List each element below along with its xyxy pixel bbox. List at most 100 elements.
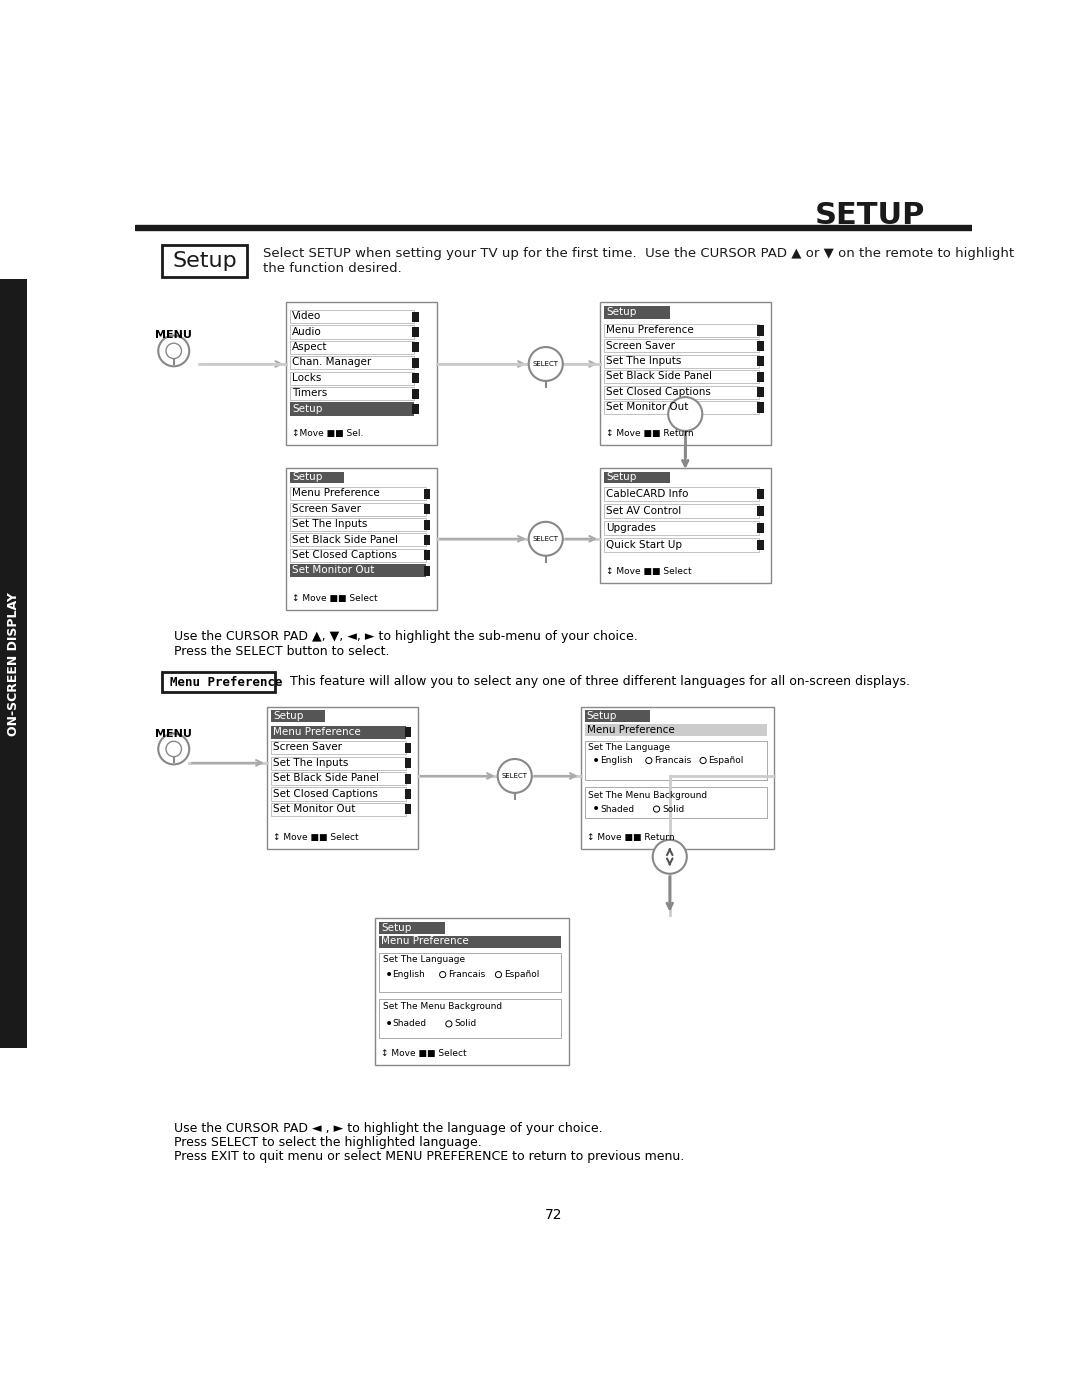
Text: •: • — [592, 802, 600, 816]
Bar — [291, 503, 426, 515]
Text: MENU: MENU — [156, 729, 192, 739]
Circle shape — [653, 806, 660, 812]
Circle shape — [159, 733, 189, 764]
Text: Set Black Side Panel: Set Black Side Panel — [606, 372, 712, 381]
Bar — [405, 759, 410, 768]
Text: Set Monitor Out: Set Monitor Out — [273, 805, 355, 814]
Bar — [291, 310, 414, 323]
Text: •: • — [384, 968, 393, 982]
Text: Set AV Control: Set AV Control — [606, 506, 681, 515]
Text: Menu Preference: Menu Preference — [293, 489, 380, 499]
Bar — [271, 711, 325, 722]
Bar — [584, 711, 650, 722]
Bar — [379, 936, 562, 947]
Bar — [757, 341, 764, 351]
Bar — [291, 372, 414, 384]
Circle shape — [652, 840, 687, 873]
Text: Set Closed Captions: Set Closed Captions — [293, 550, 397, 560]
Bar — [413, 358, 419, 367]
Text: Video: Video — [293, 312, 322, 321]
Circle shape — [166, 344, 181, 359]
Text: Español: Español — [708, 756, 744, 766]
Bar — [291, 341, 414, 353]
Text: CableCARD Info: CableCARD Info — [606, 489, 689, 499]
Bar — [405, 789, 410, 799]
Bar — [413, 312, 419, 321]
Bar — [757, 372, 764, 381]
Bar — [604, 488, 759, 502]
Bar — [291, 564, 426, 577]
Bar — [291, 326, 414, 338]
Bar — [757, 539, 764, 549]
Bar — [271, 773, 406, 785]
Bar — [379, 953, 562, 992]
Bar — [584, 742, 767, 780]
Text: Use the CURSOR PAD ▲, ▼, ◄, ► to highlight the sub-menu of your choice.
Press th: Use the CURSOR PAD ▲, ▼, ◄, ► to highlig… — [174, 630, 637, 658]
Text: Setup: Setup — [293, 472, 323, 482]
Text: ↕ Move ■■ Return: ↕ Move ■■ Return — [606, 429, 693, 437]
Text: Set The Language: Set The Language — [589, 743, 671, 752]
Circle shape — [646, 757, 652, 764]
Text: •: • — [384, 1017, 393, 1031]
Bar — [413, 404, 419, 414]
Text: 72: 72 — [544, 1208, 563, 1222]
Text: English: English — [392, 970, 426, 979]
Bar — [405, 728, 410, 738]
Text: Menu Preference: Menu Preference — [170, 676, 282, 689]
Text: Locks: Locks — [293, 373, 322, 383]
Bar — [424, 489, 430, 499]
Bar — [291, 387, 414, 400]
Text: Set Black Side Panel: Set Black Side Panel — [273, 774, 379, 784]
Bar — [413, 373, 419, 383]
Bar — [291, 549, 426, 562]
Text: Press SELECT to select the highlighted language.: Press SELECT to select the highlighted l… — [174, 1136, 482, 1150]
Text: Set The Inputs: Set The Inputs — [606, 356, 681, 366]
Bar — [291, 402, 414, 415]
Bar — [757, 387, 764, 397]
Circle shape — [669, 397, 702, 432]
Text: ↕Move ■■ Sel.: ↕Move ■■ Sel. — [293, 429, 364, 437]
Bar — [413, 388, 419, 398]
Bar — [267, 707, 418, 849]
Text: Menu Preference: Menu Preference — [273, 726, 361, 738]
Text: Set Black Side Panel: Set Black Side Panel — [293, 535, 399, 545]
Bar — [271, 757, 406, 770]
Bar — [604, 324, 759, 337]
Text: Chan. Manager: Chan. Manager — [293, 358, 372, 367]
Bar — [379, 999, 562, 1038]
Text: MENU: MENU — [156, 331, 192, 341]
Bar — [600, 468, 770, 584]
Bar — [291, 488, 426, 500]
Bar — [604, 355, 759, 367]
Bar — [413, 342, 419, 352]
Bar — [271, 788, 406, 800]
Bar — [424, 566, 430, 576]
Text: ↕ Move ■■ Select: ↕ Move ■■ Select — [293, 594, 378, 604]
Bar — [584, 788, 767, 819]
Text: Set The Language: Set The Language — [383, 954, 465, 964]
Circle shape — [446, 1021, 451, 1027]
Text: ON-SCREEN DISPLAY: ON-SCREEN DISPLAY — [6, 592, 21, 735]
Text: Setup: Setup — [606, 472, 636, 482]
Text: English: English — [600, 756, 633, 766]
Bar — [424, 535, 430, 545]
Text: Set Monitor Out: Set Monitor Out — [293, 566, 375, 576]
Bar — [286, 468, 437, 610]
Circle shape — [440, 971, 446, 978]
Text: •: • — [592, 753, 600, 767]
Bar — [291, 534, 426, 546]
Bar — [413, 327, 419, 337]
Text: ↕ Move ■■ Return: ↕ Move ■■ Return — [586, 833, 674, 842]
Text: Press EXIT to quit menu or select MENU PREFERENCE to return to previous menu.: Press EXIT to quit menu or select MENU P… — [174, 1150, 684, 1164]
Bar — [271, 726, 406, 739]
Circle shape — [498, 759, 531, 793]
Text: Menu Preference: Menu Preference — [381, 936, 469, 947]
Bar — [291, 518, 426, 531]
Bar — [286, 302, 437, 444]
Text: Upgrades: Upgrades — [606, 522, 657, 534]
Text: Setup: Setup — [293, 404, 323, 414]
Bar — [581, 707, 774, 849]
Circle shape — [159, 335, 189, 366]
Bar — [135, 225, 972, 231]
Text: Shaded: Shaded — [392, 1020, 427, 1028]
